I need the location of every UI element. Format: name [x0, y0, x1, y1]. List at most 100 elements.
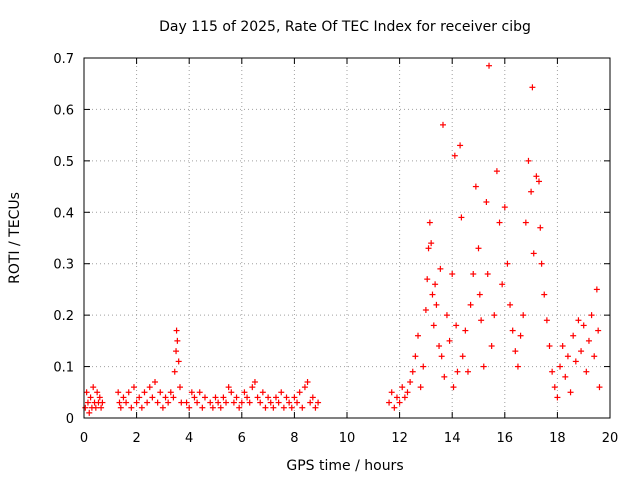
- data-point: [407, 379, 414, 385]
- y-tick-label: 0.5: [53, 155, 74, 170]
- data-point: [225, 384, 232, 391]
- data-point: [429, 291, 436, 298]
- data-point: [254, 394, 261, 401]
- data-point: [236, 404, 243, 411]
- data-point: [90, 384, 97, 391]
- data-point: [294, 399, 301, 406]
- data-point: [173, 348, 180, 355]
- data-point: [528, 188, 535, 195]
- data-point: [86, 409, 93, 416]
- data-point: [304, 379, 311, 385]
- data-point: [396, 399, 403, 406]
- x-axis-title: GPS time / hours: [286, 458, 403, 474]
- data-point: [138, 404, 145, 411]
- data-point: [388, 389, 395, 396]
- data-point: [125, 389, 132, 396]
- data-point: [272, 394, 279, 401]
- x-tick-label: 20: [602, 431, 619, 446]
- data-point: [591, 353, 598, 360]
- data-point: [428, 240, 435, 247]
- data-point: [275, 399, 282, 406]
- data-point: [98, 404, 105, 411]
- y-tick-label: 0.1: [53, 361, 74, 376]
- data-point: [459, 353, 466, 360]
- data-point: [130, 384, 137, 391]
- data-point: [123, 399, 130, 406]
- y-tick-label: 0.3: [53, 258, 74, 273]
- data-point: [557, 363, 564, 370]
- data-point: [201, 394, 208, 401]
- data-point: [596, 384, 603, 391]
- data-point: [312, 404, 319, 411]
- data-point: [94, 389, 101, 396]
- data-point: [259, 389, 266, 396]
- data-point: [144, 399, 151, 406]
- data-point: [99, 399, 106, 406]
- data-point: [522, 219, 529, 226]
- x-tick-label: 8: [290, 431, 298, 446]
- data-point: [393, 394, 400, 401]
- data-point: [433, 301, 440, 308]
- data-point: [475, 245, 482, 252]
- data-point: [426, 219, 433, 226]
- data-point: [437, 265, 444, 272]
- data-point: [470, 271, 477, 277]
- data-point: [525, 157, 532, 164]
- data-point: [564, 353, 571, 360]
- y-tick-label: 0.7: [53, 52, 74, 67]
- data-point: [191, 394, 198, 401]
- data-point: [120, 394, 127, 401]
- data-point: [535, 178, 542, 185]
- data-point: [215, 399, 222, 406]
- data-point: [178, 399, 185, 406]
- data-point: [509, 327, 516, 334]
- chart-title: Day 115 of 2025, Rate Of TEC Index for r…: [159, 19, 531, 35]
- data-point: [299, 404, 306, 411]
- data-point: [451, 152, 458, 159]
- x-tick-label: 16: [497, 431, 514, 446]
- data-point: [265, 394, 272, 401]
- x-tick-label: 6: [238, 431, 246, 446]
- data-point: [241, 389, 248, 396]
- data-point: [541, 291, 548, 298]
- x-tick-label: 18: [549, 431, 566, 446]
- grid-lines: [84, 58, 610, 418]
- data-point: [170, 394, 177, 401]
- data-point: [141, 389, 148, 396]
- data-point: [583, 368, 590, 375]
- data-point: [543, 317, 550, 324]
- data-point: [399, 384, 406, 391]
- data-point: [83, 389, 90, 396]
- data-point: [453, 322, 460, 329]
- data-point: [267, 399, 274, 406]
- data-point: [439, 121, 446, 128]
- data-point: [84, 399, 91, 406]
- data-point: [517, 332, 524, 339]
- data-point: [425, 245, 432, 252]
- data-point: [572, 358, 579, 365]
- data-point: [173, 327, 180, 334]
- data-point: [228, 389, 235, 396]
- data-point: [288, 404, 295, 411]
- data-point: [457, 142, 464, 149]
- data-point: [162, 394, 169, 401]
- data-point: [551, 384, 558, 391]
- data-point: [257, 399, 264, 406]
- data-point: [307, 399, 314, 406]
- x-tick-label: 12: [391, 431, 408, 446]
- data-point: [207, 399, 214, 406]
- data-point: [115, 389, 122, 396]
- data-point: [270, 404, 277, 411]
- data-point: [176, 384, 183, 391]
- data-point: [462, 327, 469, 334]
- data-point: [430, 322, 437, 329]
- data-point: [567, 389, 574, 396]
- x-tick-label: 14: [444, 431, 461, 446]
- data-point: [450, 384, 457, 391]
- axis-ticks: 0 2 4 6 8 10 12 14 16 18 20 0 0.1 0.2 0.3 0.4 0.5 0.6 0.7: [53, 52, 618, 446]
- data-point: [280, 404, 287, 411]
- data-point: [580, 322, 587, 329]
- data-point: [415, 332, 422, 339]
- data-point: [478, 317, 485, 324]
